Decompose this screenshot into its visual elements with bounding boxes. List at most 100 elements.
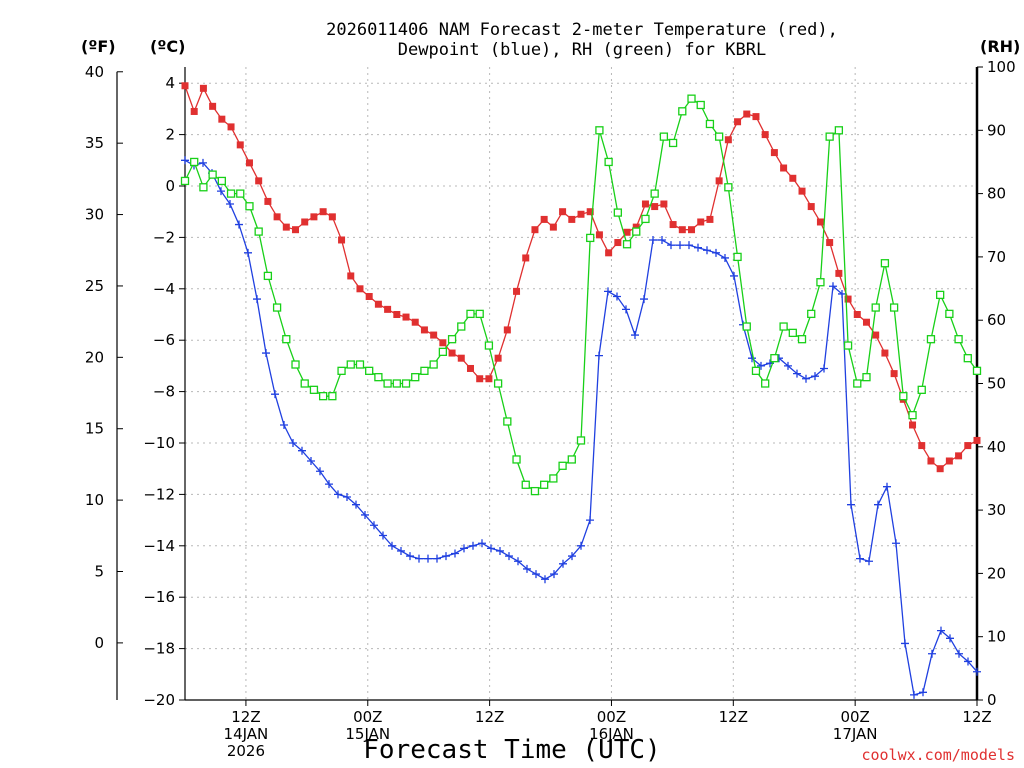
rh-point bbox=[374, 373, 383, 382]
celsius-tick-label: −14 bbox=[143, 537, 175, 555]
dewpoint-point bbox=[676, 241, 684, 250]
temperature-point bbox=[955, 452, 963, 460]
temperature-point bbox=[641, 200, 649, 208]
rh-point bbox=[853, 379, 862, 388]
temperature-point bbox=[890, 370, 898, 378]
dewpoint-point bbox=[730, 271, 738, 280]
rh-point bbox=[604, 157, 613, 167]
temperature-point bbox=[338, 236, 346, 244]
rh-tick-label: 90 bbox=[987, 121, 1006, 139]
rh-point bbox=[779, 322, 788, 331]
rh-point bbox=[318, 392, 328, 401]
temperature-point bbox=[660, 200, 668, 208]
rh-point bbox=[576, 436, 586, 445]
rh-point bbox=[272, 303, 282, 312]
rh-point bbox=[180, 176, 190, 186]
rh-point bbox=[355, 360, 365, 369]
rh-point bbox=[411, 373, 420, 382]
rh-point bbox=[687, 94, 696, 103]
temperature-point bbox=[365, 293, 373, 301]
rh-tick-label: 100 bbox=[987, 58, 1016, 76]
temperature-point bbox=[743, 110, 751, 118]
temperature-point bbox=[586, 208, 594, 216]
rh-point bbox=[300, 379, 309, 388]
rh-line bbox=[184, 97, 978, 492]
rh-point bbox=[190, 157, 199, 167]
celsius-tick-label: −10 bbox=[143, 434, 175, 452]
dewpoint-point bbox=[550, 570, 558, 579]
rh-tick-label: 80 bbox=[987, 185, 1006, 203]
temperature-point bbox=[411, 318, 419, 326]
rh-point bbox=[245, 202, 254, 211]
rh-point bbox=[438, 347, 448, 357]
temperature-point bbox=[549, 223, 557, 231]
time-tick-label: 17JAN bbox=[833, 725, 878, 743]
rh-point bbox=[503, 417, 512, 426]
dewpoint-point bbox=[451, 549, 459, 558]
temperature-point bbox=[724, 136, 732, 144]
temperature-point bbox=[761, 131, 769, 139]
rh-point bbox=[595, 126, 604, 135]
dewpoint-point bbox=[667, 241, 675, 250]
rh-point bbox=[807, 309, 816, 319]
rh-tick-label: 60 bbox=[987, 311, 1006, 329]
temperature-point bbox=[236, 141, 244, 149]
dewpoint-point bbox=[856, 554, 864, 563]
temperature-point bbox=[577, 210, 585, 218]
time-tick-label: 14JAN bbox=[224, 725, 269, 743]
temperature-point bbox=[853, 311, 861, 318]
rh-axis-label: (RH) bbox=[980, 37, 1020, 56]
rh-point bbox=[263, 271, 273, 281]
rh-point bbox=[724, 183, 733, 192]
rh-point bbox=[761, 379, 770, 388]
dewpoint-point bbox=[694, 243, 702, 252]
celsius-tick-label: 0 bbox=[165, 177, 175, 195]
rh-series bbox=[180, 94, 982, 496]
rh-point bbox=[936, 290, 945, 300]
dewpoint-point bbox=[559, 559, 567, 568]
temperature-point bbox=[816, 218, 824, 226]
dewpoint-point bbox=[721, 253, 729, 262]
temperature-point bbox=[909, 421, 917, 429]
rh-tick-label: 10 bbox=[987, 628, 1006, 646]
dewpoint-point bbox=[532, 570, 540, 579]
dewpoint-point bbox=[838, 289, 846, 298]
rh-tick-label: 20 bbox=[987, 564, 1006, 582]
temperature-point bbox=[245, 159, 253, 167]
temperature-point bbox=[494, 354, 502, 362]
temperature-point bbox=[356, 285, 364, 293]
rh-point bbox=[742, 322, 751, 331]
rh-point bbox=[558, 461, 567, 470]
rh-point bbox=[917, 385, 926, 394]
dewpoint-point bbox=[955, 649, 963, 658]
temperature-point bbox=[218, 115, 226, 123]
rh-point bbox=[540, 480, 549, 489]
chart-title-line2: Dewpoint (blue), RH (green) for KBRL bbox=[398, 40, 766, 60]
rh-point bbox=[825, 132, 834, 141]
dewpoint-point bbox=[829, 282, 837, 291]
dewpoint-point bbox=[433, 554, 441, 563]
celsius-tick-label: −20 bbox=[143, 691, 175, 709]
rh-point bbox=[236, 189, 245, 198]
rh-point bbox=[788, 328, 797, 338]
rh-point bbox=[420, 366, 429, 375]
rh-point bbox=[512, 455, 521, 464]
dewpoint-point bbox=[811, 372, 819, 381]
dewpoint-point bbox=[181, 156, 189, 165]
rh-point bbox=[954, 335, 963, 344]
dewpoint-point bbox=[685, 241, 693, 250]
dewpoint-point bbox=[280, 421, 288, 430]
temperature-point bbox=[706, 215, 714, 223]
dewpoint-point bbox=[298, 446, 306, 455]
rh-point bbox=[530, 486, 540, 496]
rh-point bbox=[328, 392, 337, 401]
dewpoint-point bbox=[469, 541, 477, 550]
temperature-point bbox=[485, 375, 493, 383]
dewpoint-point bbox=[505, 552, 513, 561]
rh-point bbox=[586, 233, 595, 243]
dewpoint-point bbox=[901, 639, 909, 648]
rh-point bbox=[899, 392, 908, 401]
dewpoint-point bbox=[874, 500, 882, 509]
